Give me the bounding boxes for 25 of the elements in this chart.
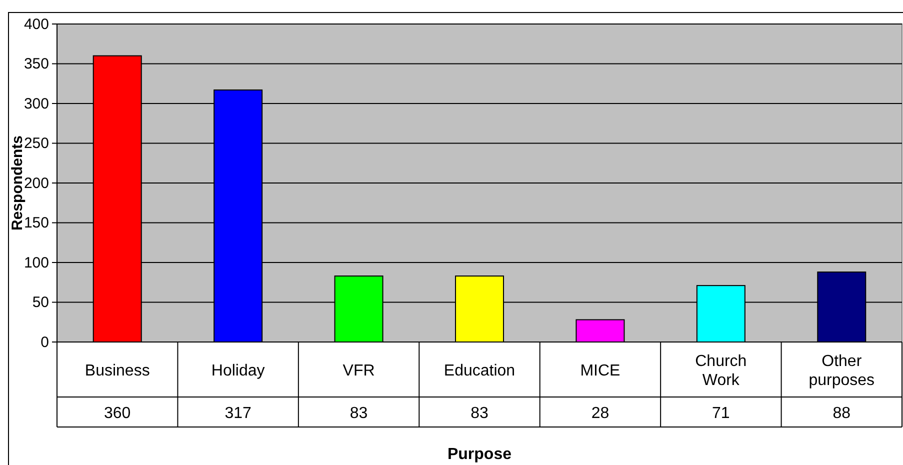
data-label: 88 (832, 405, 851, 422)
x-tick-label: Other purposes (808, 353, 875, 389)
y-tick-label: 250 (24, 135, 49, 152)
y-tick-label: 50 (32, 294, 49, 312)
x-tick-label: Holiday (211, 362, 265, 380)
y-tick-label: 0 (40, 334, 49, 351)
y-axis-title: Respondents (9, 135, 26, 231)
y-tick-label: 200 (24, 174, 49, 192)
y-tick-label: 400 (24, 16, 49, 33)
data-label: 360 (104, 405, 131, 422)
x-tick-label: Business (84, 362, 150, 380)
y-tick-label: 300 (24, 95, 49, 112)
data-label: 83 (470, 405, 488, 422)
y-tick-label: 150 (24, 214, 49, 232)
y-tick-label: 100 (24, 254, 49, 272)
x-tick-label: MICE (580, 362, 620, 380)
data-label: 71 (712, 405, 730, 422)
data-label: 28 (591, 405, 610, 422)
x-tick-label: Education (444, 362, 516, 380)
data-label: 83 (350, 405, 368, 422)
x-axis-title: Purpose (447, 446, 512, 463)
x-tick-label: Church Work (695, 353, 747, 389)
x-tick-label: VFR (342, 362, 375, 380)
data-label: 317 (224, 405, 252, 422)
y-tick-label: 350 (24, 56, 49, 73)
